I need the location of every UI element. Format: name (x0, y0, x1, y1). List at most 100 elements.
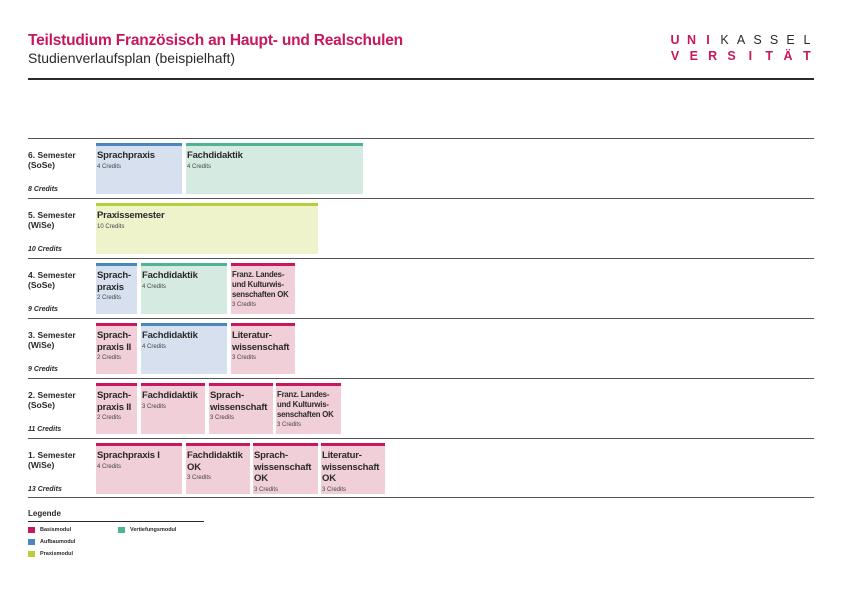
semester-credits: 9 Credits (28, 366, 58, 373)
module-credits: 2 Credits (97, 295, 122, 301)
module-name: Fachdidaktik (142, 390, 198, 401)
semester-divider (28, 258, 814, 259)
module-card: Sprach- praxis II 2 Credits (96, 323, 137, 374)
module-name: Literatur- wissenschaft (232, 330, 290, 353)
module-card: Sprachpraxis 4 Credits (96, 143, 182, 194)
module-name: Fachdidaktik (142, 270, 198, 281)
logo-letter: R (708, 49, 718, 63)
logo-row-1: U N I K A S S E L (668, 32, 814, 48)
logo-letter: L (803, 33, 811, 47)
module-credits: 2 Credits (97, 355, 122, 361)
module-card: Praxissemester 10 Credits (96, 203, 318, 254)
module-credits: 3 Credits (232, 355, 257, 361)
logo-letter: E (786, 33, 795, 47)
legend-title: Legende (28, 509, 61, 518)
module-name: Franz. Landes- und Kulturwis- senschafte… (277, 390, 334, 419)
semester-divider (28, 497, 814, 498)
semester-divider (28, 138, 814, 139)
legend-label: Praxismodul (40, 551, 74, 557)
semester-label: 3. Semester (WiSe) (28, 330, 76, 350)
semester-credits: 8 Credits (28, 186, 58, 193)
module-name: Sprach- wissenschaft OK (254, 450, 312, 484)
module-credits: 2 Credits (97, 415, 122, 421)
module-credits: 4 Credits (97, 163, 122, 170)
legend-divider (28, 521, 204, 522)
module-card: Sprachpraxis I 4 Credits (96, 443, 182, 494)
university-logo: U N I K A S S E L V E R S I T Ä T (668, 32, 814, 64)
legend-swatch (28, 527, 35, 533)
module-card: Franz. Landes- und Kulturwis- senschafte… (231, 263, 295, 314)
module-credits: 3 Credits (187, 475, 212, 481)
module-credits: 4 Credits (142, 283, 167, 290)
legend-swatch (118, 527, 125, 533)
semester-label: 6. Semester (SoSe) (28, 150, 76, 170)
module-card: Franz. Landes- und Kulturwis- senschafte… (276, 383, 341, 434)
logo-letter: E (689, 49, 699, 63)
module-card: Literatur- wissenschaft 3 Credits (231, 323, 295, 374)
logo-letter: S (753, 33, 762, 47)
module-card: Fachdidaktik 4 Credits (141, 263, 227, 314)
semester-divider (28, 198, 814, 199)
module-name: Franz. Landes- und Kulturwis- senschafte… (232, 270, 289, 299)
logo-letter: V (670, 49, 680, 63)
logo-letter: S (727, 49, 736, 63)
legend-item: Basismodul (28, 527, 71, 533)
semester-divider (28, 378, 814, 379)
semester-credits: 10 Credits (28, 246, 62, 253)
logo-row-2: V E R S I T Ä T (668, 48, 814, 64)
module-name: Sprach- wissenschaft (210, 390, 268, 413)
module-card: Fachdidaktik 4 Credits (141, 323, 227, 374)
module-credits: 3 Credits (254, 486, 279, 493)
module-name: Sprachpraxis (97, 150, 155, 161)
module-name: Sprach- praxis II (97, 390, 132, 413)
logo-letter: T (765, 49, 774, 63)
legend-label: Basismodul (40, 527, 72, 533)
logo-letter: I (748, 49, 753, 63)
semester-credits: 11 Credits (28, 426, 62, 433)
semester-label: 2. Semester (SoSe) (28, 390, 76, 410)
semester-label: 4. Semester (SoSe) (28, 270, 76, 290)
module-card: Fachdidaktik 4 Credits (186, 143, 363, 194)
module-card: Fachdidaktik 3 Credits (141, 383, 205, 434)
module-credits: 3 Credits (142, 403, 167, 410)
logo-letter: N (686, 33, 697, 47)
module-card: Sprach- wissenschaft 3 Credits (209, 383, 273, 434)
legend-item: Vertiefungsmodul (118, 527, 176, 533)
module-name: Sprach- praxis II (97, 330, 132, 353)
semester-divider (28, 318, 814, 319)
page-title: Teilstudium Französisch an Haupt- und Re… (28, 32, 403, 49)
module-credits: 3 Credits (232, 302, 257, 308)
semester-credits: 9 Credits (28, 306, 58, 313)
semester-label: 1. Semester (WiSe) (28, 450, 76, 470)
module-credits: 3 Credits (277, 422, 302, 428)
module-name: Praxissemester (97, 210, 165, 221)
module-credits: 3 Credits (322, 486, 347, 493)
legend-item: Aufbaumodul (28, 539, 75, 545)
logo-letter: Ä (783, 49, 793, 63)
legend-label: Vertiefungsmodul (130, 527, 177, 533)
page-subtitle: Studienverlaufsplan (beispielhaft) (28, 50, 236, 66)
logo-letter: A (736, 33, 746, 47)
module-credits: 4 Credits (142, 343, 167, 350)
logo-letter: S (769, 33, 779, 47)
module-credits: 4 Credits (187, 163, 212, 170)
module-card: Sprach- wissenschaft OK 3 Credits (253, 443, 318, 494)
module-credits: 3 Credits (210, 415, 235, 421)
header-divider (28, 78, 814, 80)
module-name: Literatur- wissenschaft OK (322, 450, 380, 484)
module-card: Sprach- praxis 2 Credits (96, 263, 137, 314)
module-card: Fachdidaktik OK 3 Credits (186, 443, 250, 494)
module-name: Fachdidaktik (187, 150, 243, 161)
module-card: Literatur- wissenschaft OK 3 Credits (321, 443, 385, 494)
module-name: Fachdidaktik (142, 330, 198, 341)
module-credits: 4 Credits (97, 463, 122, 470)
logo-letter: K (720, 33, 729, 47)
semester-label: 5. Semester (WiSe) (28, 210, 76, 230)
legend-label: Aufbaumodul (40, 539, 76, 545)
logo-letter: I (706, 33, 710, 47)
logo-letter: U (670, 33, 680, 47)
module-name: Sprachpraxis I (97, 450, 160, 461)
module-name: Fachdidaktik OK (187, 450, 243, 473)
module-name: Sprach- praxis (97, 270, 131, 293)
semester-credits: 13 Credits (28, 486, 62, 493)
